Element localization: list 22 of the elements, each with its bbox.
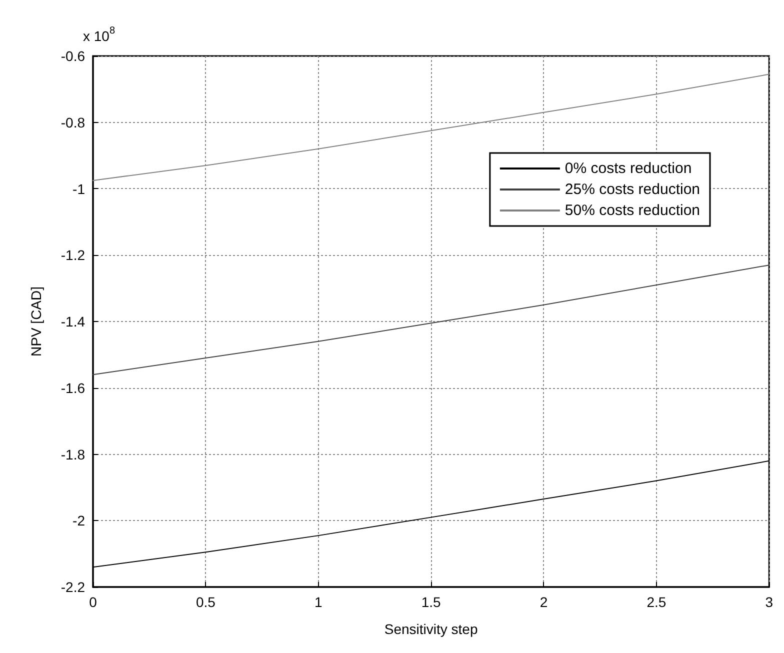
- y-tick-label: -0.6: [60, 48, 86, 64]
- legend-label: 25% costs reduction: [564, 181, 700, 198]
- y-tick-label: -1.8: [60, 446, 86, 462]
- x-tick-label: 2: [540, 594, 548, 610]
- y-tick-label: -1.6: [60, 380, 86, 396]
- y-tick-label: -1: [72, 180, 86, 197]
- x-tick-label: 3: [765, 594, 774, 610]
- x-axis-title: Sensitivity step: [384, 621, 478, 637]
- y-tick-label: -2.2: [60, 579, 86, 595]
- y-axis-title: NPV [CAD]: [28, 286, 44, 357]
- y-tick-label: -1.2: [60, 247, 86, 264]
- x-tick-label: 1.5: [421, 594, 441, 610]
- y-tick-label: -2: [72, 512, 86, 529]
- x-tick-label: 0.5: [196, 594, 216, 610]
- legend-label: 50% costs reduction: [564, 202, 700, 219]
- legend-label: 0% costs reduction: [564, 160, 692, 177]
- x-tick-label: 2.5: [646, 594, 666, 610]
- y-tick-label: -0.8: [60, 114, 86, 130]
- line-series: [92, 264, 770, 376]
- x-tick-label: 0: [89, 594, 98, 610]
- y-tick-label: -1.4: [60, 314, 86, 330]
- x-tick-label: 1: [314, 594, 322, 610]
